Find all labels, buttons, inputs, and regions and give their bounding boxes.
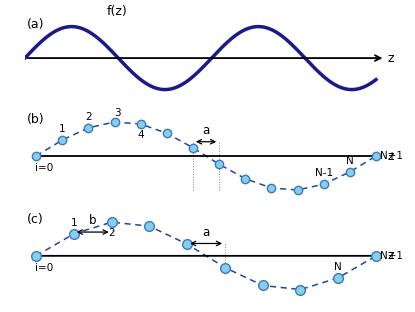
Text: N-1: N-1 [315,168,333,178]
Text: b: b [89,214,97,227]
Text: N+1: N+1 [381,251,403,261]
Text: z: z [388,249,394,262]
Text: f(z): f(z) [107,5,128,18]
Text: N+1: N+1 [381,151,403,161]
Text: (b): (b) [27,113,44,126]
Text: N: N [346,156,354,166]
Text: i=0: i=0 [35,163,54,173]
Text: a: a [203,124,210,137]
Text: a: a [203,226,210,239]
Text: i=0: i=0 [35,263,54,273]
Text: z: z [388,51,394,65]
Text: 4: 4 [137,130,144,140]
Text: N: N [334,262,342,272]
Text: 1: 1 [59,124,66,134]
Text: (c): (c) [27,213,44,226]
Text: 3: 3 [115,108,121,118]
Text: z: z [388,149,394,163]
Text: (a): (a) [27,18,44,31]
Text: 2: 2 [108,228,115,238]
Text: 2: 2 [85,112,92,122]
Text: 1: 1 [71,218,77,228]
